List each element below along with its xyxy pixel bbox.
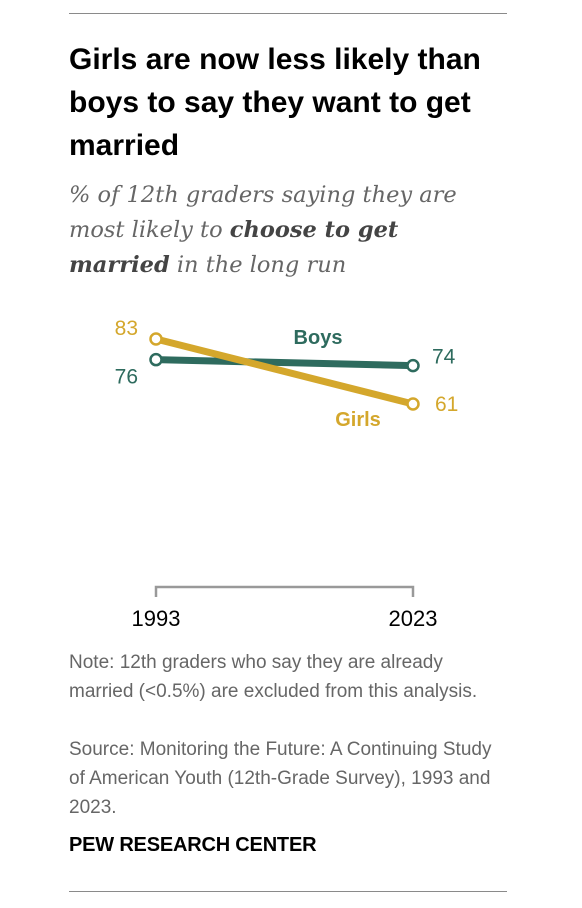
point-girls-2023 <box>406 397 420 411</box>
chart-source: Source: Monitoring the Future: A Continu… <box>69 739 492 818</box>
subtitle-emphasis: choose to get married <box>69 217 399 278</box>
series-line-boys <box>155 356 414 370</box>
data-label-boys-1993: 76 <box>115 366 138 389</box>
chart-title: Girls are now less likely than boys to s… <box>69 43 481 162</box>
chart-note: Note: 12th graders who say they are alre… <box>69 652 478 702</box>
x-axis-line <box>154 585 415 597</box>
top-rule <box>69 13 507 14</box>
point-boys-2023 <box>406 358 420 373</box>
subtitle-part-1: % of 12th graders saying they are most l… <box>69 182 457 243</box>
data-label-boys-2023: 74 <box>432 346 456 369</box>
chart-subtitle: % of 12th graders saying they are most l… <box>69 178 489 283</box>
x-tick-label-1993: 1993 <box>132 606 181 631</box>
data-label-girls-2023: 61 <box>435 393 458 416</box>
legend-label-boys: Boys <box>294 327 343 349</box>
series-line-girls <box>155 335 414 408</box>
point-girls-1993 <box>149 332 163 346</box>
brand-logo-text: PEW RESEARCH CENTER <box>69 834 317 856</box>
subtitle-part-2: in the long run <box>169 252 347 278</box>
point-boys-1993 <box>149 352 163 367</box>
line-chart: 83 76 74 61 Boys Girls 1993 2023 <box>115 317 459 631</box>
legend-label-girls: Girls <box>335 409 381 431</box>
bottom-rule <box>69 891 507 892</box>
x-tick-label-2023: 2023 <box>389 606 438 631</box>
data-label-girls-1993: 83 <box>115 317 138 340</box>
